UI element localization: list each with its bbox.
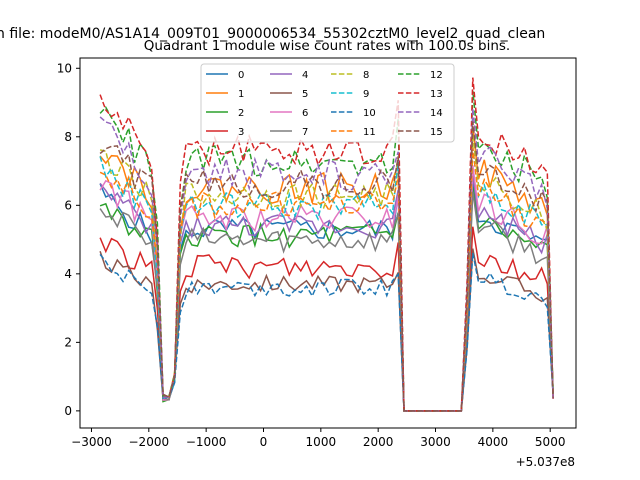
y-tick-label: 0 — [64, 404, 72, 418]
legend-box — [200, 63, 455, 143]
x-axis: −3000 −2000 −1000 0 1000 2000 3000 4000 5000 — [71, 428, 565, 449]
x-tick-label: 3000 — [420, 435, 451, 449]
x-tick-label: −2000 — [129, 435, 170, 449]
plot-frame — [79, 57, 577, 429]
legend-label: 1 — [238, 89, 244, 100]
legend-label: 14 — [430, 108, 443, 119]
x-tick-label: 2000 — [363, 435, 394, 449]
y-tick-label: 8 — [64, 130, 72, 144]
series-layer — [99, 77, 554, 412]
series-line-10 — [99, 252, 554, 412]
y-axis: 0 2 4 6 8 10 — [57, 61, 80, 418]
legend-label: 10 — [363, 108, 376, 119]
legend-label: 12 — [430, 70, 443, 81]
legend-label: 4 — [302, 70, 308, 81]
legend-label: 8 — [363, 70, 369, 81]
x-tick-label: −1000 — [186, 435, 227, 449]
legend-label: 9 — [363, 89, 369, 100]
legend-label: 11 — [363, 127, 376, 138]
x-offset-label: +5.037e8 — [516, 455, 575, 469]
legend-label: 5 — [302, 89, 308, 100]
legend-label: 6 — [302, 108, 308, 119]
legend-label: 0 — [238, 70, 244, 81]
legend-label: 3 — [238, 127, 244, 138]
series-line-14 — [99, 108, 554, 412]
legend-label: 2 — [238, 108, 244, 119]
y-tick-label: 4 — [64, 267, 72, 281]
legend-label: 15 — [430, 127, 443, 138]
chart-title: Quadrant 1 module wise count rates with … — [144, 38, 510, 54]
x-tick-label: −3000 — [71, 435, 112, 449]
x-tick-label: 4000 — [478, 435, 509, 449]
x-tick-label: 5000 — [535, 435, 566, 449]
x-tick-label: 0 — [260, 435, 268, 449]
legend-label: 7 — [302, 127, 308, 138]
figure-suptitle: n file: modeM0/AS1A14_009T01_9000006534_… — [0, 26, 545, 42]
legend-label: 13 — [430, 89, 443, 100]
y-tick-label: 10 — [57, 61, 72, 75]
x-tick-label: 1000 — [306, 435, 337, 449]
series-line-15 — [99, 121, 554, 412]
y-tick-label: 2 — [64, 335, 72, 349]
y-tick-label: 6 — [64, 198, 72, 212]
